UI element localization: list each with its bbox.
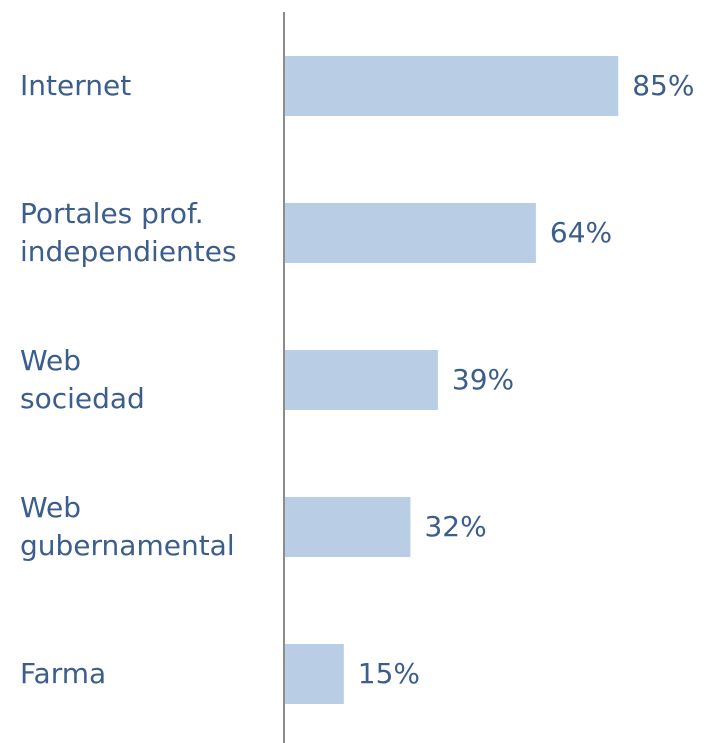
bar (285, 56, 619, 116)
category-label: Web gubernamental (20, 491, 235, 562)
category-label: Portales prof. independientes (20, 197, 237, 268)
value-label: 39% (451, 363, 515, 396)
bar (285, 350, 438, 410)
value-label: 64% (549, 216, 613, 249)
value-label: 32% (424, 510, 487, 543)
category-label: Farma (20, 657, 107, 690)
category-label: Internet (20, 69, 132, 102)
value-label: 85% (632, 69, 695, 102)
bar (285, 644, 344, 704)
bar (285, 203, 536, 263)
category-label: Web sociedad (20, 344, 145, 415)
bar (285, 497, 411, 557)
value-label: 15% (357, 657, 421, 690)
